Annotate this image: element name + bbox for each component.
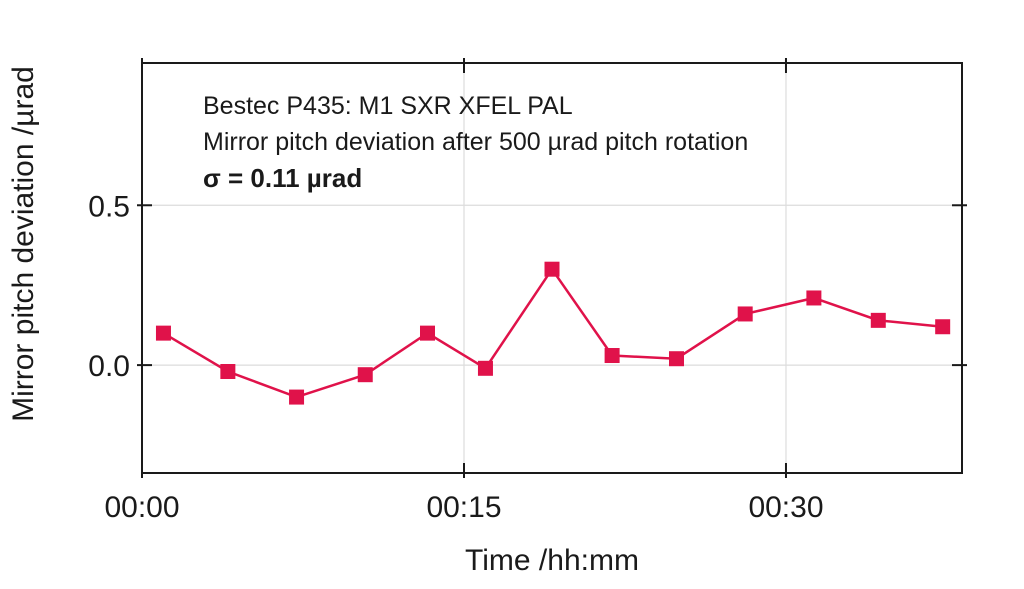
data-point-marker [604, 348, 620, 364]
y-axis-title: Mirror pitch deviation /µrad [7, 66, 40, 422]
series-line [162, 266, 943, 399]
data-point-marker [737, 306, 753, 322]
y-tick-label: 0.0 [88, 350, 130, 383]
x-axis-title: Time /hh:mm [465, 544, 639, 577]
annotation-line-subtitle: Mirror pitch deviation after 500 µrad pi… [203, 128, 749, 156]
data-point-marker [870, 312, 886, 328]
data-point-marker [935, 319, 951, 335]
axes-border [141, 62, 963, 474]
plot-annotation: Bestec P435: M1 SXR XFEL PAL Mirror pitc… [203, 88, 748, 196]
data-point-marker [289, 389, 305, 405]
x-tick-label: 00:30 [748, 491, 823, 524]
data-point-marker [419, 325, 435, 341]
data-point-marker [477, 360, 493, 376]
annotation-line-sigma: σ = 0.11 µrad [203, 163, 363, 193]
data-point-marker [544, 261, 560, 277]
y-tick-label: 0.5 [88, 190, 130, 223]
x-tick-label: 00:15 [426, 491, 501, 524]
data-point-marker [155, 325, 171, 341]
data-point-marker [806, 290, 822, 306]
data-point-marker [220, 363, 236, 379]
x-tick-label: 00:00 [104, 491, 179, 524]
annotation-line-title: Bestec P435: M1 SXR XFEL PAL [203, 92, 573, 120]
data-point-marker [669, 351, 685, 367]
data-point-marker [357, 367, 373, 383]
